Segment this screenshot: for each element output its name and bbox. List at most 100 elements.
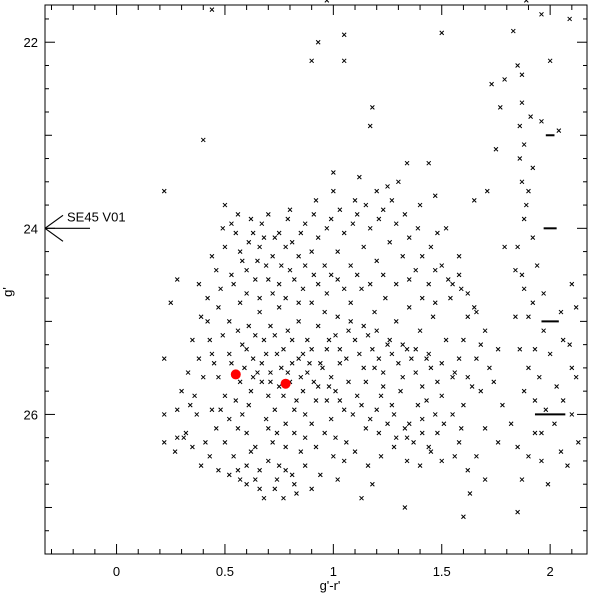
- data-point: [510, 28, 516, 34]
- data-point: [330, 170, 336, 175]
- data-point: [363, 202, 369, 208]
- data-point: [367, 281, 373, 287]
- data-point: [281, 393, 286, 399]
- data-point: [380, 272, 386, 278]
- data-point: [341, 458, 347, 464]
- data-point: [441, 421, 447, 427]
- data-point: [432, 412, 438, 417]
- y-axis-label: g': [0, 287, 15, 297]
- data-point: [493, 146, 499, 152]
- data-point: [378, 393, 384, 399]
- data-point: [367, 123, 373, 129]
- data-point: [343, 356, 349, 361]
- data-point: [458, 286, 464, 292]
- data-point: [229, 272, 234, 278]
- data-point: [530, 235, 536, 240]
- data-point: [257, 486, 262, 492]
- data-point: [328, 374, 334, 380]
- data-point: [341, 58, 347, 64]
- data-point: [246, 323, 252, 329]
- data-point: [452, 453, 458, 459]
- data-point: [406, 277, 412, 282]
- data-point: [426, 444, 432, 450]
- data-point: [294, 398, 299, 403]
- data-point: [471, 198, 477, 203]
- data-point: [209, 7, 215, 13]
- data-point: [532, 430, 538, 436]
- data-point: [543, 407, 549, 413]
- data-point: [523, 202, 529, 208]
- data-point: [450, 412, 455, 417]
- data-point: [461, 514, 466, 520]
- data-point: [281, 346, 286, 352]
- data-points: [161, 0, 581, 520]
- data-point: [265, 458, 271, 464]
- data-point: [196, 281, 202, 287]
- data-point: [216, 467, 221, 473]
- data-point: [461, 337, 466, 343]
- data-point: [328, 216, 334, 222]
- data-point: [526, 314, 531, 320]
- data-point: [244, 291, 249, 296]
- data-point: [174, 277, 180, 282]
- data-point: [400, 374, 406, 380]
- data-point: [259, 379, 265, 385]
- data-point: [315, 39, 321, 45]
- data-point: [272, 235, 278, 240]
- data-point: [272, 486, 278, 492]
- data-point: [352, 198, 358, 203]
- data-point: [372, 309, 377, 315]
- data-point: [263, 351, 269, 357]
- annotation-arrow-head-upper: [44, 214, 64, 229]
- data-point: [300, 388, 306, 394]
- data-point: [361, 244, 367, 250]
- data-point: [315, 281, 321, 287]
- data-point: [205, 319, 210, 324]
- data-point: [439, 360, 445, 366]
- data-point: [521, 388, 527, 394]
- data-point: [311, 272, 317, 278]
- data-point: [435, 230, 440, 236]
- data-point: [495, 346, 501, 352]
- data-point: [575, 439, 581, 445]
- data-point: [235, 212, 241, 217]
- data-point: [263, 263, 269, 268]
- data-point: [393, 221, 399, 227]
- data-point: [348, 263, 354, 268]
- data-point: [404, 160, 410, 166]
- data-point: [560, 398, 566, 403]
- data-point: [302, 435, 308, 441]
- data-point: [432, 300, 438, 306]
- data-point: [220, 225, 226, 231]
- data-point: [545, 481, 551, 487]
- data-point: [387, 239, 393, 245]
- data-point: [411, 439, 416, 445]
- data-point: [322, 309, 328, 315]
- data-point: [456, 356, 462, 361]
- data-point: [235, 467, 241, 473]
- data-point: [222, 202, 228, 208]
- y-tick-label: 26: [24, 407, 38, 422]
- data-point: [244, 463, 249, 468]
- data-point: [465, 291, 471, 296]
- data-point: [352, 337, 358, 343]
- data-point: [521, 286, 527, 292]
- data-point: [250, 230, 256, 236]
- data-point: [359, 286, 364, 292]
- data-point: [209, 351, 215, 357]
- data-point: [428, 365, 434, 371]
- data-point: [311, 212, 317, 217]
- x-tick-label: 1: [330, 564, 337, 579]
- data-point: [333, 435, 338, 441]
- data-point: [341, 32, 347, 38]
- data-point: [222, 244, 228, 250]
- data-point: [268, 370, 273, 375]
- data-point: [376, 216, 382, 222]
- data-point: [330, 188, 336, 194]
- data-point: [309, 249, 315, 254]
- data-point: [569, 365, 575, 371]
- data-point: [337, 398, 343, 403]
- data-point: [402, 505, 408, 510]
- data-point: [274, 430, 280, 436]
- data-point: [569, 281, 575, 287]
